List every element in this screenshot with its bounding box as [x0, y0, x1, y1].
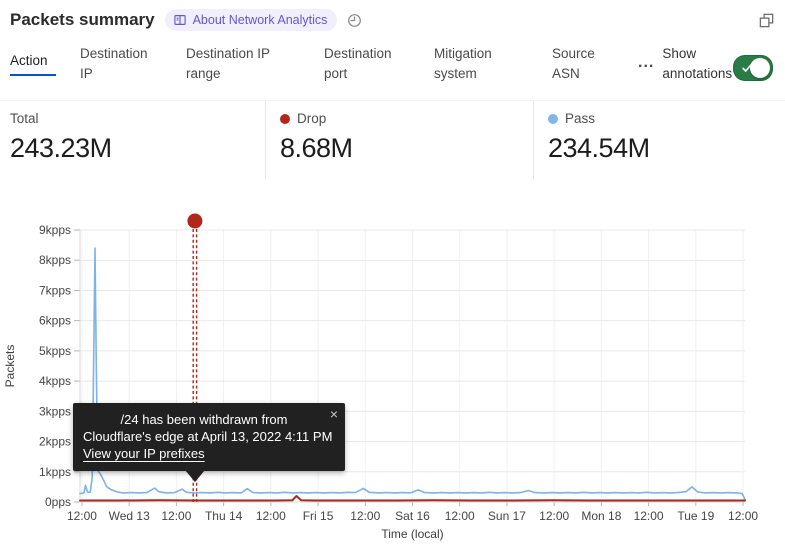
tooltip-caret — [185, 470, 205, 482]
annotation-tooltip: × /24 has been withdrawn from Cloudflare… — [73, 403, 345, 482]
x-tick-label: Wed 13 — [109, 509, 150, 523]
x-tick-label: 12:00 — [67, 509, 97, 523]
y-axis-title: Packets — [3, 345, 17, 388]
stat-label: Total — [10, 111, 39, 126]
y-tick-label: 2kpps — [39, 435, 71, 449]
x-tick-label: 12:00 — [350, 509, 380, 523]
tab-mitigation-system[interactable]: Mitigation system — [434, 46, 492, 81]
tab-action[interactable]: Action — [10, 51, 56, 76]
tab-destination-ip-range[interactable]: Destination IP range — [186, 46, 270, 81]
toggle-knob — [750, 57, 770, 78]
x-tick-label: 12:00 — [161, 509, 191, 523]
x-tick-label: 12:00 — [539, 509, 569, 523]
x-tick-label: 12:00 — [445, 509, 475, 523]
stat-pass: Pass 234.54M — [533, 101, 785, 179]
summary-stats: Total 243.23M Drop 8.68M Pass 234.54M — [0, 100, 785, 179]
y-tick-label: 7kpps — [39, 283, 71, 297]
expand-icon[interactable] — [758, 12, 775, 29]
y-tick-label: 4kpps — [39, 374, 71, 388]
series-line-pass — [79, 247, 746, 501]
check-icon — [741, 62, 753, 74]
x-tick-label: Mon 18 — [581, 509, 621, 523]
time-history-icon[interactable] — [347, 13, 362, 28]
view-ip-prefixes-link[interactable]: View your IP prefixes — [83, 446, 205, 461]
stat-value: 8.68M — [280, 133, 353, 163]
more-tabs-button[interactable]: ... — [634, 54, 658, 72]
stat-label: Pass — [565, 111, 596, 126]
page-title: Packets summary — [10, 10, 155, 29]
stat-value: 243.23M — [10, 133, 112, 163]
tab-destination-port[interactable]: Destination port — [324, 46, 392, 81]
x-tick-label: Thu 14 — [205, 509, 243, 523]
x-tick-label: 12:00 — [256, 509, 286, 523]
badge-label: About Network Analytics — [192, 13, 328, 27]
x-tick-label: Sun 17 — [488, 509, 526, 523]
x-tick-label: Tue 19 — [677, 509, 714, 523]
pass-legend-dot — [548, 113, 558, 124]
y-tick-label: 8kpps — [39, 253, 71, 267]
x-tick-label: Sat 16 — [395, 509, 430, 523]
stat-value: 234.54M — [548, 133, 650, 163]
y-tick-label: 6kpps — [39, 314, 71, 328]
y-tick-label: 1kpps — [39, 465, 71, 479]
y-tick-label: 9kpps — [39, 223, 71, 237]
tooltip-line1: /24 has been withdrawn from — [120, 412, 288, 427]
y-tick-label: 5kpps — [39, 344, 71, 358]
y-tick-label: 0pps — [45, 495, 71, 509]
panel-header: Packets summary About Network Analytics — [10, 6, 775, 34]
x-tick-label: 12:00 — [634, 509, 664, 523]
stat-drop: Drop 8.68M — [265, 101, 533, 179]
book-icon — [173, 13, 187, 27]
stat-total: Total 243.23M — [0, 101, 265, 179]
stat-label: Drop — [297, 111, 327, 126]
annotation-marker-dot[interactable] — [187, 213, 203, 229]
close-icon[interactable]: × — [329, 406, 338, 422]
tab-destination-ip[interactable]: Destination IP — [80, 46, 148, 81]
packets-time-series-chart[interactable]: 12:00 Wed 13 12:00 Thu 14 12:00 Fri 15 12:00 Sa… — [0, 200, 785, 545]
about-network-analytics-badge[interactable]: About Network Analytics — [164, 9, 338, 31]
dimension-tabs: Action Destination IP Destination IP range… — [10, 42, 634, 84]
x-tick-label: Fri 15 — [303, 509, 334, 523]
annotations-toggle[interactable] — [733, 55, 773, 81]
show-annotations-label: Show annotations — [662, 46, 733, 81]
x-tick-label: 12:00 — [728, 509, 758, 523]
y-tick-label: 3kpps — [39, 404, 71, 418]
x-axis-title: Time (local) — [381, 527, 443, 541]
drop-legend-dot — [280, 113, 290, 124]
tab-source-asn[interactable]: Source ASN — [552, 46, 595, 81]
dimension-tabs-row: Action Destination IP Destination IP range… — [10, 42, 773, 94]
tooltip-line2: Cloudflare's edge at April 13, 2022 4:11… — [83, 429, 333, 444]
series-line-drop — [79, 495, 746, 502]
